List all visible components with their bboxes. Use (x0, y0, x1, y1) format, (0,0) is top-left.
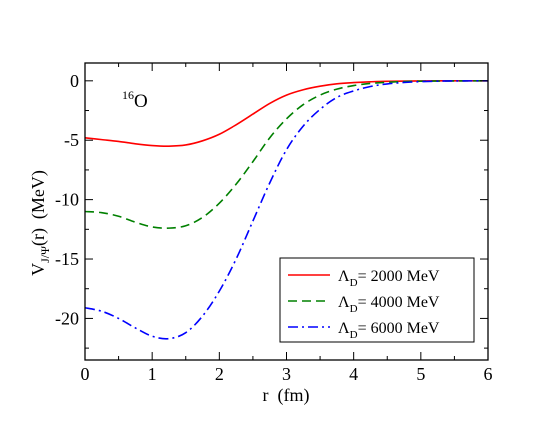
nucleus-annotation: 16O (122, 88, 148, 112)
legend-subscript: D (350, 277, 358, 289)
x-tick-label: 6 (484, 364, 493, 384)
series-line-2 (84, 80, 489, 229)
x-tick-label: 0 (81, 364, 90, 384)
x-tick-label: 5 (416, 364, 425, 384)
y-tick-label: -10 (55, 190, 79, 210)
series-layer (84, 80, 489, 340)
x-tick-label: 4 (349, 364, 358, 384)
x-tick-label: 1 (148, 364, 157, 384)
legend-value: = 4000 MeV (358, 294, 440, 311)
y-tick-label: -5 (64, 130, 79, 150)
series-line-1 (84, 80, 489, 147)
y-tick-label: 0 (70, 71, 79, 91)
legend-subscript: D (350, 303, 358, 315)
x-tick-label: 3 (282, 364, 291, 384)
legend-label-3: ΛD= 6000 MeV (338, 320, 440, 341)
y-axis-title-main: V (28, 263, 48, 276)
ticks-layer: 0 1 2 3 4 5 6 0 -5 -10 -15 -20 (55, 63, 493, 384)
legend-symbol: Λ (338, 320, 350, 337)
legend-label-2: ΛD= 4000 MeV (338, 294, 440, 315)
legend-subscript: D (350, 329, 358, 341)
legend-box (279, 257, 475, 343)
series-line-3 (84, 80, 489, 340)
x-axis-title: r (fm) (263, 385, 310, 406)
y-tick-label: -20 (55, 308, 79, 328)
legend-value: = 6000 MeV (358, 320, 440, 337)
legend-symbol: Λ (338, 268, 350, 285)
y-tick-label: -15 (55, 249, 79, 269)
mass-number: 16 (122, 88, 134, 102)
y-axis-title-rest: (r) (MeV) (28, 170, 49, 246)
legend-symbol: Λ (338, 294, 350, 311)
element-symbol: O (134, 91, 148, 112)
legend-label-1: ΛD= 2000 MeV (338, 268, 440, 289)
legend-value: = 2000 MeV (358, 268, 440, 285)
x-tick-label: 2 (215, 364, 224, 384)
y-axis-title: VJ/Ψ(r) (MeV) (28, 170, 52, 276)
y-axis-title-sub: J/Ψ (38, 246, 52, 263)
